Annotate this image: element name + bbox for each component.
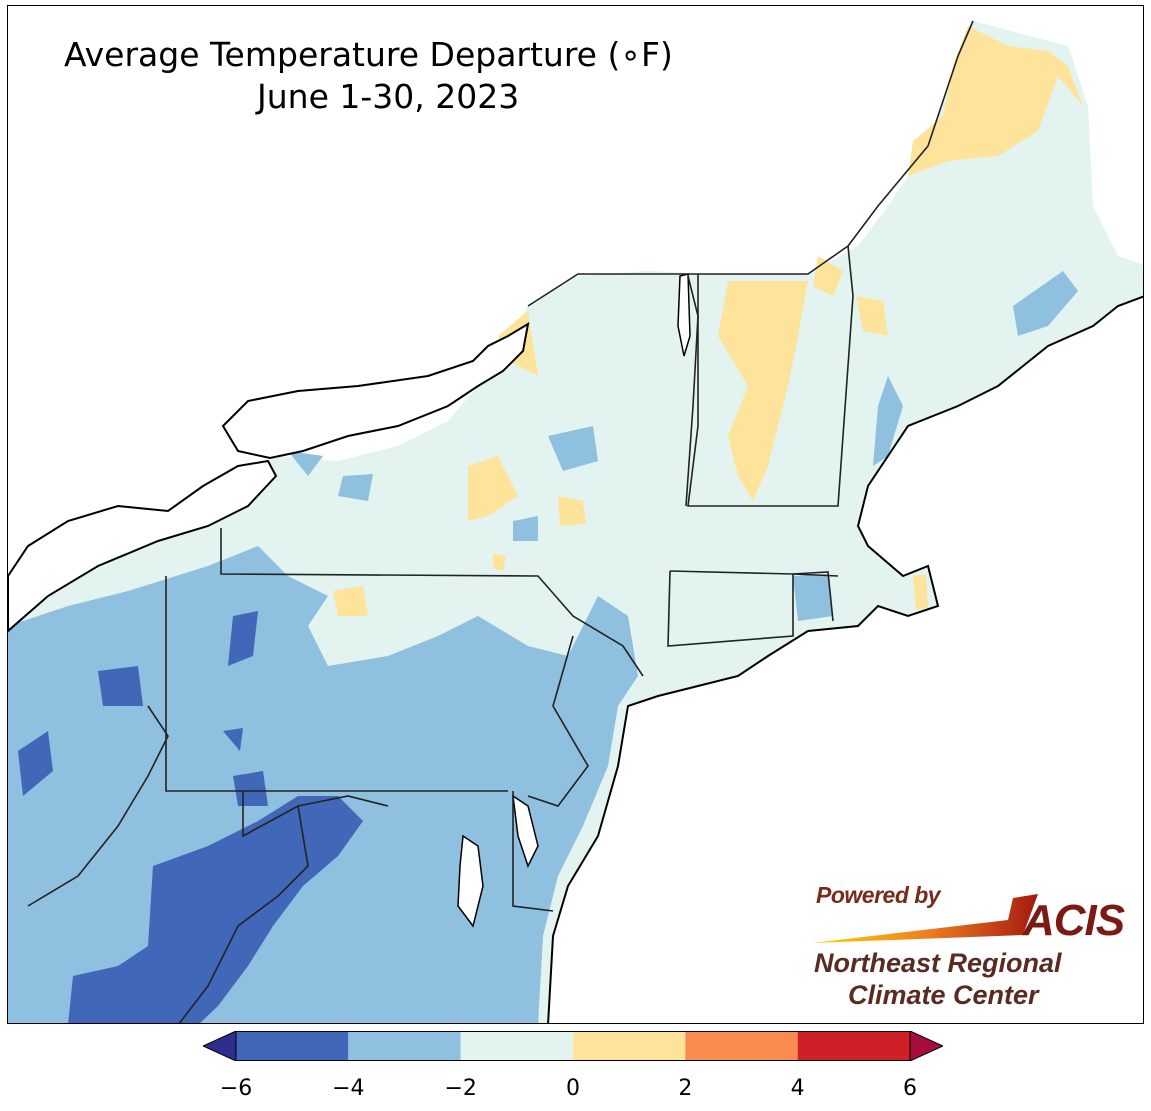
- dark-blue-west-1: [98, 666, 143, 706]
- vt-nh-border: [687, 245, 854, 507]
- va-wv-border: [27, 705, 169, 907]
- delaware-bay: [512, 794, 539, 868]
- state-borders: [27, 20, 974, 1023]
- legend-tick-label: 2: [678, 1076, 693, 1101]
- light-blue-maine-coast-2: [873, 376, 903, 466]
- region-minus6-minus4: [18, 611, 363, 1023]
- legend-bin: [797, 1031, 910, 1061]
- legend-tick-label: −4: [332, 1076, 365, 1101]
- legend-outline: [235, 1031, 911, 1061]
- map-frame: [7, 5, 1144, 1024]
- light-blue-pocket-1: [548, 426, 598, 471]
- ny-pa-border: [220, 528, 644, 677]
- org-name-line1: Northeast Regional: [814, 948, 1062, 978]
- yellow-ny-2: [558, 496, 586, 526]
- acis-logo-text: ACIS: [1023, 896, 1125, 945]
- org-name-line2: Climate Center: [848, 980, 1039, 1010]
- pa-south-border: [165, 576, 508, 792]
- departure-map: [8, 20, 1143, 1023]
- chesapeake-bay: [457, 834, 484, 928]
- light-blue-pocket-4: [513, 516, 538, 541]
- me-nh-border: [847, 20, 974, 247]
- legend-tick-label: −6: [219, 1076, 253, 1101]
- de-border: [512, 791, 554, 912]
- legend-bin: [460, 1031, 573, 1061]
- lake-erie: [8, 459, 278, 633]
- nrcc-acis-logo: Powered by ACIS Northeast Regional Clima…: [808, 880, 1138, 1010]
- yellow-ny-central: [468, 456, 518, 521]
- legend-over-arrow: [909, 1031, 943, 1061]
- nj-border: [527, 635, 589, 807]
- ny-vt-border: [685, 275, 699, 507]
- ny-north-border: [527, 245, 849, 307]
- legend-under-arrow: [203, 1031, 237, 1061]
- light-blue-pocket-3: [338, 474, 373, 501]
- map-title: Average Temperature Departure (∘F): [64, 35, 673, 74]
- legend-bin: [685, 1031, 798, 1061]
- powered-by-label: Powered by: [816, 882, 941, 908]
- ct-border: [667, 570, 794, 647]
- acis-swoosh: [812, 894, 1038, 943]
- ri-border: [792, 571, 834, 622]
- yellow-ny-4: [493, 554, 506, 571]
- yellow-northern-maine: [908, 26, 1083, 176]
- legend-bin: [573, 1031, 686, 1061]
- dark-blue-pa-2: [233, 771, 268, 806]
- dark-blue-pa-3: [223, 728, 243, 751]
- legend-colorbar: [203, 1031, 943, 1061]
- map-subtitle-date: June 1-30, 2023: [257, 77, 520, 116]
- legend-tick-label: −2: [444, 1076, 477, 1101]
- dark-blue-west-2: [18, 731, 53, 796]
- water-bodies: [8, 273, 1143, 1023]
- light-blue-rhode-island: [793, 574, 833, 621]
- yellow-ny-3: [333, 586, 368, 616]
- atlantic-ocean: [547, 295, 1143, 1023]
- legend-tick-label: 0: [566, 1076, 580, 1101]
- region-0-2: [333, 26, 1083, 616]
- light-blue-maine-coast: [1013, 271, 1078, 336]
- dark-blue-pa-1: [228, 611, 258, 666]
- yellow-vt-nh: [718, 281, 808, 501]
- light-blue-pocket-2: [288, 451, 323, 476]
- va-md-border: [178, 805, 309, 1023]
- legend-tick-label: 6: [903, 1076, 917, 1101]
- yellow-nh-central: [856, 296, 888, 336]
- lake-ontario: [221, 322, 530, 460]
- dark-blue-appalachians: [68, 796, 363, 1023]
- legend-tick-label: 4: [790, 1076, 805, 1101]
- legend-bin: [348, 1031, 461, 1061]
- legend-bin: [236, 1031, 349, 1061]
- yellow-cape-cod: [913, 574, 928, 610]
